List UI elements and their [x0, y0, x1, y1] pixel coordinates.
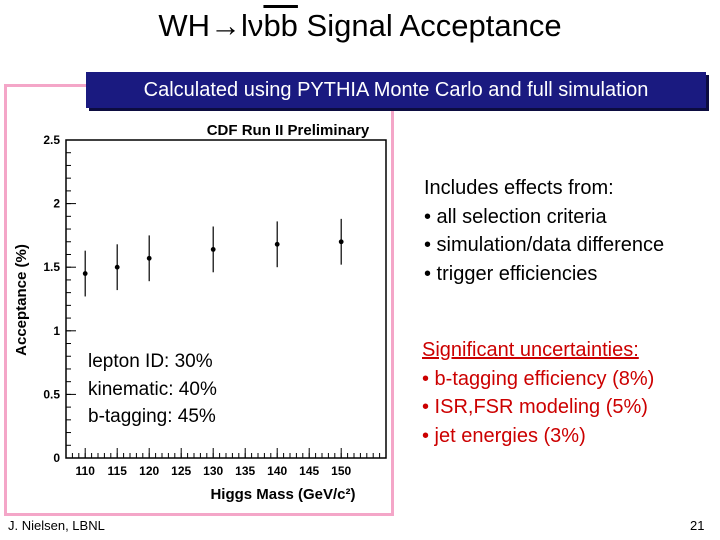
x-tick-label: 130: [203, 464, 223, 478]
efficiency-item: kinematic: 40%: [88, 378, 217, 400]
slide-title: WH→lνbb Signal Acceptance: [0, 6, 720, 46]
x-tick-label: 135: [235, 464, 255, 478]
chart-title: CDF Run II Preliminary: [207, 122, 370, 139]
data-point: [82, 271, 88, 276]
axis-ticks: 0 0.5 1 1.5 2 2.5 110 115 120 125 130 135 140 145 150: [43, 133, 381, 478]
effects-header: Includes effects from:: [424, 177, 614, 199]
effects-item: • simulation/data difference: [424, 234, 665, 256]
uncertainties-block: Significant uncertainties: • b-tagging e…: [422, 336, 654, 450]
data-point: [114, 264, 120, 270]
uncertainties-header: Significant uncertainties:: [422, 339, 639, 361]
y-axis-label: Acceptance (%): [13, 244, 30, 356]
y-tick-label: 1: [53, 324, 60, 338]
data-point: [146, 255, 152, 261]
title-suffix: Signal Acceptance: [297, 8, 562, 43]
data-point: [274, 241, 280, 247]
y-tick-label: 1.5: [43, 260, 60, 274]
effects-block: Includes effects from: • all selection c…: [424, 174, 664, 288]
data-points: [82, 218, 344, 297]
y-tick-label: 0: [53, 451, 60, 465]
y-tick-label: 0.5: [43, 387, 60, 401]
banner-text: Calculated using PYTHIA Monte Carlo and …: [143, 79, 649, 101]
title-overline: bb: [263, 8, 298, 43]
y-tick-label: 2: [53, 197, 60, 211]
y-tick-label: 2.5: [43, 133, 60, 147]
x-tick-label: 115: [108, 464, 128, 478]
footer-author: J. Nielsen, LBNL: [8, 518, 105, 533]
data-point: [210, 246, 216, 252]
x-tick-label: 150: [331, 464, 351, 478]
x-tick-label: 120: [139, 464, 159, 478]
x-tick-label: 145: [299, 464, 319, 478]
x-tick-label: 110: [76, 464, 96, 478]
title-prefix: WH→lν: [158, 8, 264, 43]
efficiency-list: lepton ID: 30% kinematic: 40% b-tagging:…: [88, 348, 217, 431]
banner: Calculated using PYTHIA Monte Carlo and …: [86, 72, 706, 108]
uncertainty-item: • b-tagging efficiency (8%): [422, 367, 655, 390]
effects-item: • all selection criteria: [424, 205, 607, 228]
uncertainty-item: • ISR,FSR modeling (5%): [422, 396, 648, 418]
efficiency-item: lepton ID: 30%: [88, 351, 213, 372]
effects-item: • trigger efficiencies: [424, 262, 598, 285]
x-tick-label: 125: [171, 464, 191, 478]
acceptance-chart: CDF Run II Preliminary Acceptance (%) Hi…: [13, 122, 387, 503]
data-point: [338, 239, 344, 245]
page-number: 21: [690, 518, 705, 533]
x-axis-label: Higgs Mass (GeV/c²): [210, 486, 355, 503]
efficiency-item: b-tagging: 45%: [88, 406, 216, 427]
x-tick-label: 140: [267, 464, 287, 478]
uncertainty-item: • jet energies (3%): [422, 424, 586, 447]
